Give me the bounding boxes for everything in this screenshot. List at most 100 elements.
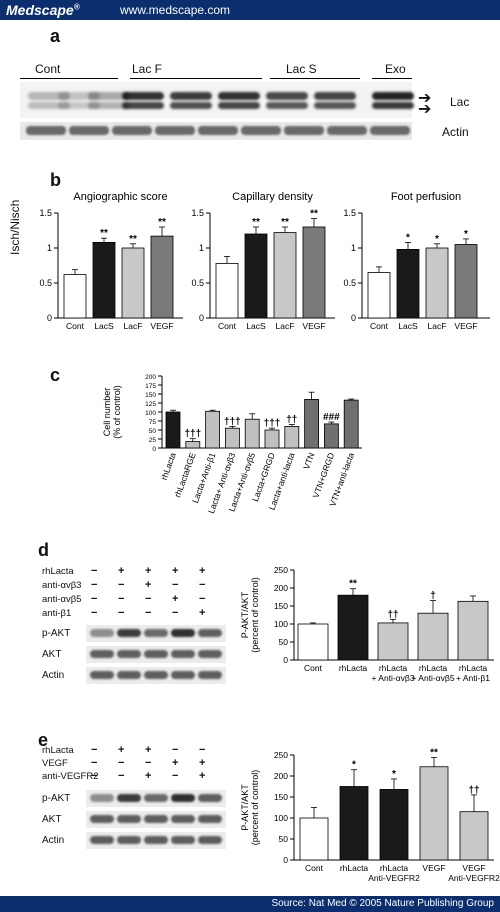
actin-band — [112, 126, 152, 135]
significance-mark: †† — [468, 785, 479, 796]
chart-capillary-density: 0 0.5 1 1.5 Capillary density Cont ** LacS ** Lac… — [191, 191, 335, 331]
bar — [273, 232, 297, 319]
lac-band — [314, 92, 356, 100]
condition-sign: − — [91, 757, 98, 769]
condition-sign: − — [118, 757, 125, 769]
condition-sign: + — [118, 744, 125, 756]
bar — [63, 274, 87, 319]
y-tick-label: 50 — [279, 637, 289, 647]
condition-sign: + — [145, 565, 152, 577]
panel-b-ylabel: Isch/Nisch — [8, 199, 22, 255]
blot-band — [171, 794, 195, 802]
y-tick-label: 150 — [145, 392, 156, 399]
significance-mark: * — [464, 229, 468, 240]
y-axis-label: (percent of control) — [250, 577, 260, 653]
blot-band — [171, 815, 195, 823]
x-tick-label: Cont — [218, 321, 237, 331]
lane-group-label: Lac S — [286, 62, 317, 76]
blot-label: p-AKT — [42, 793, 71, 804]
lac-band-lower — [170, 102, 212, 109]
bar — [264, 429, 280, 449]
lane-group-line — [372, 78, 412, 79]
blot-band — [144, 794, 168, 802]
significance-mark: * — [435, 234, 439, 245]
significance-mark: † — [430, 591, 436, 602]
actin-band — [241, 126, 281, 135]
condition-sign: − — [172, 579, 179, 591]
band-label-lac: Lac — [450, 95, 470, 109]
significance-mark: ** — [100, 228, 108, 239]
y-tick-label: 0 — [283, 655, 288, 665]
bar — [304, 398, 320, 449]
lac-band — [88, 92, 130, 100]
blot-band — [90, 794, 114, 802]
bar — [165, 411, 181, 449]
lane-group-line — [270, 78, 360, 79]
blot-band — [198, 671, 222, 679]
y-axis-label: (percent of control) — [250, 770, 260, 846]
blot-band — [144, 629, 168, 637]
lac-band — [58, 92, 100, 100]
condition-label: VEGF — [42, 758, 68, 769]
y-tick-label: 0 — [351, 313, 356, 323]
condition-sign: − — [172, 770, 179, 782]
condition-label: rhLacta — [42, 745, 74, 756]
lac-band-lower — [122, 102, 164, 109]
y-tick-label: 1 — [351, 243, 356, 253]
condition-sign: − — [145, 757, 152, 769]
bar — [244, 418, 260, 449]
footer-bar: Source: Nat Med © 2005 Nature Publishing… — [0, 896, 500, 912]
y-tick-label: 100 — [274, 619, 288, 629]
condition-sign: − — [91, 770, 98, 782]
lane-group-line — [130, 78, 262, 79]
y-axis-label: P-AKT/AKT — [240, 591, 250, 638]
bar — [425, 247, 449, 319]
blot-band — [90, 650, 114, 658]
significance-mark: * — [392, 769, 396, 780]
blot-band — [171, 671, 195, 679]
bar — [457, 600, 489, 661]
bar — [302, 226, 326, 319]
y-axis-label: Cell number — [102, 388, 112, 437]
bar — [417, 612, 449, 661]
actin-band — [198, 126, 238, 135]
blot-band — [90, 815, 114, 823]
lac-band-lower — [88, 102, 130, 109]
y-tick-label: 150 — [274, 792, 288, 802]
significance-mark: ** — [252, 217, 260, 228]
lane-group-label: Lac F — [132, 62, 163, 76]
condition-sign: − — [172, 744, 179, 756]
x-tick-label: LacS — [246, 321, 266, 331]
y-tick-label: 1 — [199, 243, 204, 253]
bar — [454, 244, 478, 319]
bar — [377, 622, 409, 661]
condition-sign: + — [199, 770, 206, 782]
source-credit: Source: Nat Med © 2005 Nature Publishing… — [271, 898, 495, 909]
x-tick-label: LacF — [124, 321, 143, 331]
blot-band — [198, 629, 222, 637]
bar — [459, 811, 489, 861]
y-axis-label: P-AKT/AKT — [240, 784, 250, 831]
bar — [205, 410, 220, 449]
blot-band — [117, 671, 141, 679]
y-tick-label: 125 — [145, 401, 156, 408]
y-tick-label: 0 — [283, 855, 288, 865]
chart-title: Angiographic score — [73, 191, 167, 203]
condition-sign: − — [91, 565, 98, 577]
y-tick-label: 0.5 — [39, 278, 52, 288]
x-tick-label: LacF — [428, 321, 447, 331]
panel-letter-e: e — [38, 730, 49, 750]
condition-sign: + — [118, 565, 125, 577]
x-tick-label: Cont — [66, 321, 85, 331]
panel-letter-d: d — [38, 540, 49, 560]
site-url[interactable]: www.medscape.com — [120, 3, 231, 17]
blot-label: p-AKT — [42, 628, 71, 639]
bar — [299, 817, 329, 861]
significance-mark: * — [352, 760, 356, 771]
blot-band — [117, 794, 141, 802]
band-label-actin: Actin — [442, 125, 469, 139]
x-tick-label: + Anti-αvβ3 — [371, 673, 414, 683]
significance-mark: ††† — [224, 416, 241, 427]
condition-sign: + — [172, 593, 179, 605]
chart-cell-number: 0255075100125150175200rhLacta†††rhLactaR… — [102, 374, 362, 515]
